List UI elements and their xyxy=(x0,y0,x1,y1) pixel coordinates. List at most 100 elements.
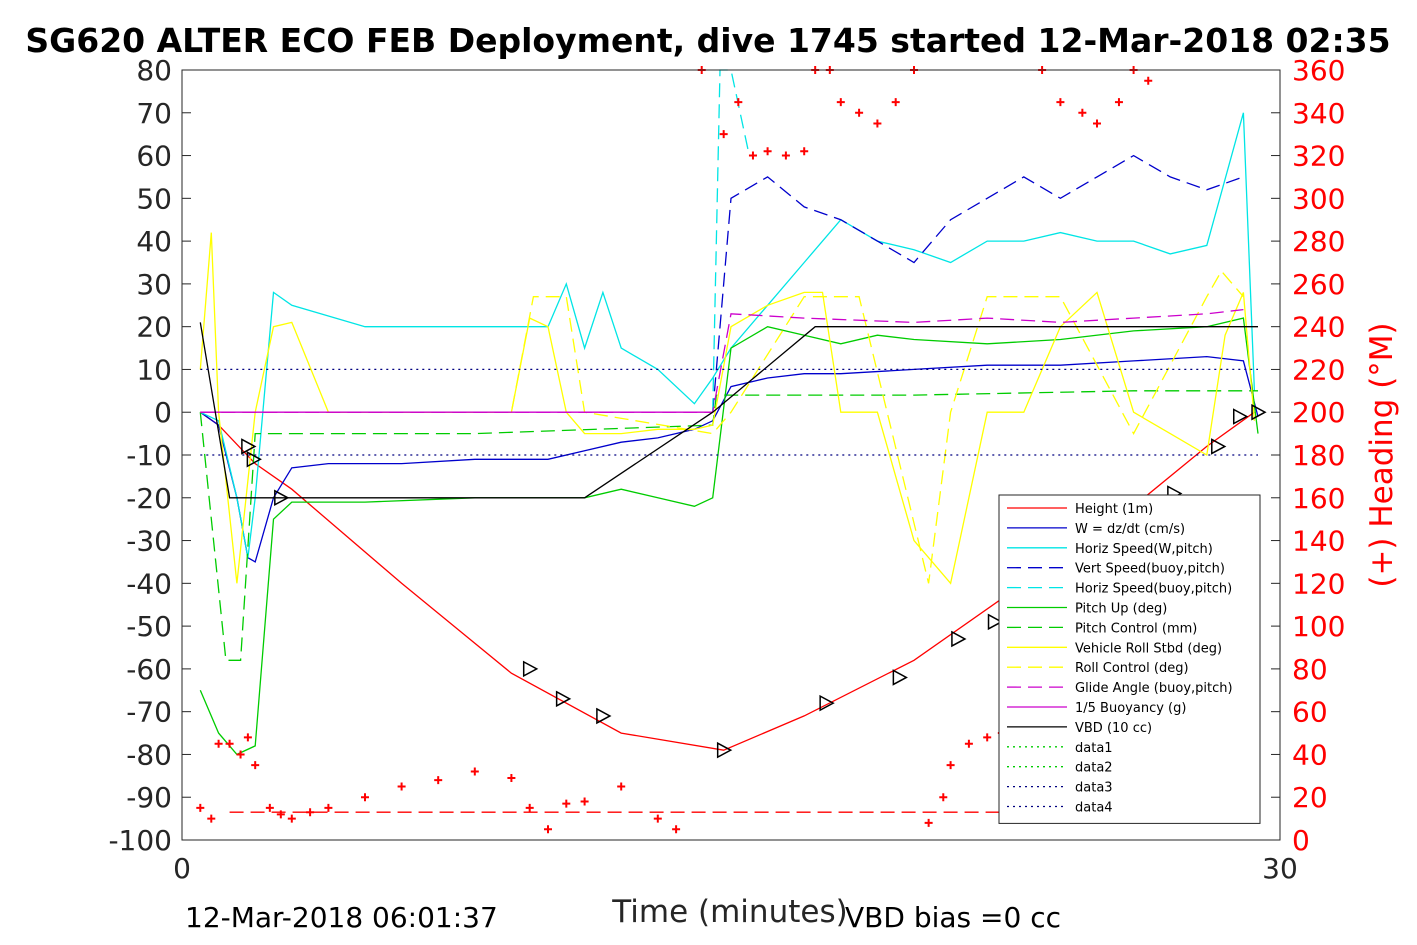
dive-marker xyxy=(892,669,908,686)
legend-entry: VBD (10 cc) xyxy=(1075,721,1152,736)
heading-point xyxy=(748,151,757,160)
heading-point xyxy=(236,750,245,759)
x-tick-label: 30 xyxy=(1262,852,1298,885)
y2-tick-label: 360 xyxy=(1292,54,1345,87)
y2-tick-label: 260 xyxy=(1292,268,1345,301)
legend-entry: data3 xyxy=(1075,781,1113,796)
legend-entry: Pitch Control (mm) xyxy=(1075,621,1197,636)
axes: 80706050403020100-10-20-30-40-50-60-70-8… xyxy=(108,54,1345,885)
y-tick-label: 60 xyxy=(136,140,172,173)
y-tick-label: -40 xyxy=(126,567,172,600)
legend-entry: Vert Speed(buoy,pitch) xyxy=(1075,562,1225,577)
legend-entry: Glide Angle (buoy,pitch) xyxy=(1075,681,1233,696)
dive-marker xyxy=(596,707,612,725)
heading-point xyxy=(470,767,479,776)
heading-point xyxy=(225,739,234,748)
heading-point xyxy=(265,803,274,812)
legend-entry: Horiz Speed(buoy,pitch) xyxy=(1075,582,1232,597)
x-axis-label: Time (minutes) xyxy=(611,894,847,930)
heading-point xyxy=(276,810,285,819)
series-line-5 xyxy=(199,317,1259,756)
series-line-1 xyxy=(199,355,1259,563)
legend-entry: W = dz/dt (cm/s) xyxy=(1075,522,1185,537)
y-tick-label: 70 xyxy=(136,97,172,130)
legend: Height (1m) W = dz/dt (cm/s) Horiz Speed(W… xyxy=(998,494,1261,824)
heading-point xyxy=(653,814,662,823)
series-line-3 xyxy=(712,154,1244,413)
y2-tick-label: 20 xyxy=(1292,781,1328,814)
y-tick-label: -100 xyxy=(108,824,172,857)
y2-tick-label: 40 xyxy=(1292,738,1328,771)
heading-point xyxy=(525,803,534,812)
legend-entry: Pitch Up (deg) xyxy=(1075,602,1167,617)
heading-point xyxy=(939,793,948,802)
heading-point xyxy=(214,739,223,748)
heading-point xyxy=(1093,119,1101,128)
legend-entry: data1 xyxy=(1075,741,1113,756)
y-tick-label: 80 xyxy=(136,54,172,87)
y2-tick-label: 300 xyxy=(1292,182,1345,215)
heading-point xyxy=(397,782,406,791)
x-tick-label: 0 xyxy=(173,852,191,885)
dive-marker xyxy=(274,489,290,507)
y-tick-label: -90 xyxy=(126,781,172,814)
heading-point xyxy=(1056,98,1065,107)
heading-point xyxy=(855,108,864,117)
heading-point xyxy=(836,98,845,107)
dive-marker xyxy=(951,630,967,648)
dive-marker xyxy=(1211,438,1227,455)
y2-tick-label: 80 xyxy=(1292,653,1328,686)
heading-point xyxy=(781,151,790,160)
footer-vbd-bias: VBD bias =0 cc xyxy=(845,901,1061,934)
heading-point xyxy=(434,776,443,785)
heading-point xyxy=(873,119,882,128)
dive-marker xyxy=(241,438,257,455)
legend-entry: 1/5 Buoyancy (g) xyxy=(1075,701,1186,716)
y2-tick-label: 280 xyxy=(1292,225,1345,258)
heading-point xyxy=(672,825,681,834)
legend-entry: data2 xyxy=(1075,761,1113,776)
heading-point xyxy=(983,733,992,742)
y-tick-label: 30 xyxy=(136,268,172,301)
legend-entry: Horiz Speed(W,pitch) xyxy=(1075,542,1213,557)
heading-point xyxy=(507,773,516,782)
heading-point xyxy=(287,814,296,823)
heading-point xyxy=(734,98,743,107)
dive-marker xyxy=(819,694,835,712)
y2-axis-label: (+) Heading (°M) xyxy=(1364,322,1400,587)
y-tick-label: 0 xyxy=(154,396,172,429)
legend-entry: Roll Control (deg) xyxy=(1075,661,1189,676)
dive-marker xyxy=(1251,403,1267,421)
legend-entry: data4 xyxy=(1075,801,1113,816)
series-line-11 xyxy=(199,322,1258,499)
y2-tick-label: 0 xyxy=(1292,824,1310,857)
y-tick-label: 10 xyxy=(136,353,172,386)
heading-point xyxy=(891,98,900,107)
y-tick-label: -70 xyxy=(126,696,172,729)
heading-point xyxy=(544,825,552,834)
heading-point xyxy=(196,803,205,812)
dive-marker xyxy=(555,690,572,708)
series-line-7 xyxy=(199,232,1256,585)
y2-tick-label: 240 xyxy=(1292,311,1345,344)
y-tick-label: -30 xyxy=(126,525,172,558)
heading-point xyxy=(1114,98,1123,107)
y2-tick-label: 60 xyxy=(1292,696,1328,729)
heading-point xyxy=(306,808,315,817)
heading-point xyxy=(800,147,809,156)
y2-tick-label: 340 xyxy=(1292,97,1345,130)
legend-entry: Vehicle Roll Stbd (deg) xyxy=(1075,641,1222,656)
dive-marker xyxy=(246,451,262,468)
y2-tick-label: 220 xyxy=(1292,353,1345,386)
y-tick-label: -10 xyxy=(126,439,172,472)
heading-point xyxy=(924,818,933,827)
heading-point xyxy=(1144,76,1153,85)
y-tick-label: -20 xyxy=(126,482,172,515)
legend-entry: Height (1m) xyxy=(1075,502,1153,517)
heading-point xyxy=(361,793,369,802)
heading-point xyxy=(562,799,571,808)
heading-point xyxy=(251,761,260,770)
legend-box xyxy=(998,494,1261,824)
series-line-2 xyxy=(200,112,1256,558)
